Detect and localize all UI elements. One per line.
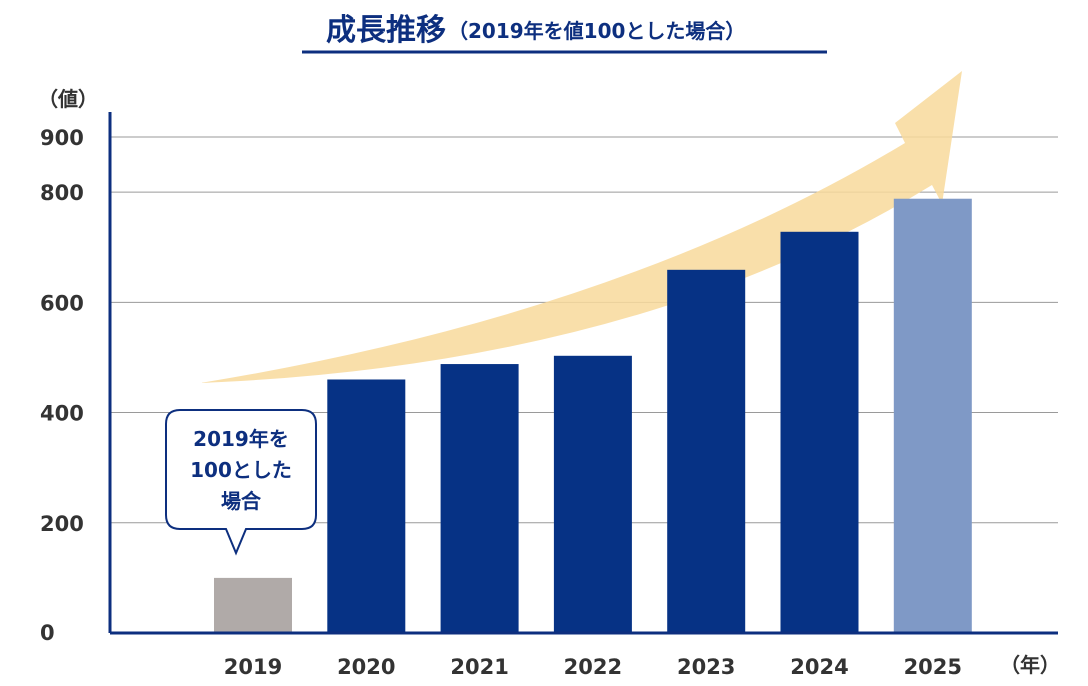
callout-line-1: 2019年を [193, 427, 289, 451]
growth-trend-arrow [200, 71, 962, 383]
callout-line-3: 場合 [221, 489, 262, 513]
x-tick-label-2023: 2023 [677, 655, 735, 679]
x-tick-label-2021: 2021 [450, 655, 508, 679]
x-tick-label-2020: 2020 [337, 655, 395, 679]
y-axis-tick-labels: 0 200 400 600 800 900 [40, 126, 84, 645]
callout-line-2: 100とした [190, 458, 292, 482]
x-tick-label-2019: 2019 [224, 655, 282, 679]
y-axis-unit-label: （値） [38, 87, 98, 111]
chart-title: 成長推移 [326, 13, 446, 48]
callout-shape [165, 409, 317, 556]
y-tick-label: 800 [40, 181, 84, 205]
chart-subtitle: （2019年を値100とした場合） [448, 19, 745, 43]
x-tick-label-2022: 2022 [564, 655, 622, 679]
bar-2022 [553, 355, 632, 633]
callout-bubble: 2019年を 100とした 場合 [165, 409, 317, 556]
bar-2023 [667, 269, 746, 633]
bar-2024 [780, 231, 859, 633]
x-tick-label-2025: 2025 [904, 655, 962, 679]
y-tick-label: 600 [40, 291, 84, 315]
y-tick-label: 400 [40, 402, 84, 426]
y-tick-label: 0 [40, 621, 55, 645]
x-tick-label-2024: 2024 [790, 655, 848, 679]
bar-2020 [327, 379, 406, 633]
bars [214, 198, 972, 634]
x-axis-unit-label: （年） [1000, 653, 1060, 677]
bar-2021 [440, 364, 519, 633]
bar-2019 [214, 577, 292, 633]
y-tick-label: 200 [40, 512, 84, 536]
x-axis-tick-labels: 2019 2020 2021 2022 2023 2024 2025 [224, 655, 962, 679]
y-tick-label: 900 [40, 126, 84, 150]
bar-2025 [893, 198, 972, 634]
